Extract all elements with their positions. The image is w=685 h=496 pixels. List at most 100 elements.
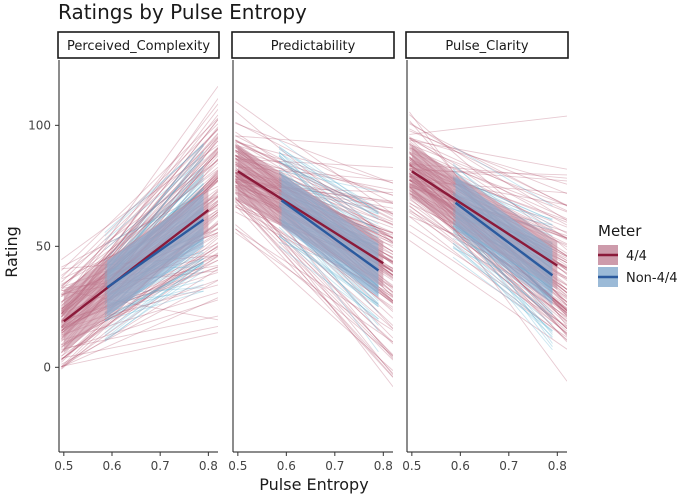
trajectory-line bbox=[278, 173, 379, 225]
trajectory-line bbox=[61, 136, 218, 288]
trajectory-line bbox=[409, 147, 567, 220]
mean-trend-line bbox=[411, 170, 558, 267]
trajectory-line bbox=[278, 233, 379, 305]
facet-strip bbox=[231, 31, 395, 59]
trajectory-line bbox=[452, 221, 553, 339]
trajectory-line bbox=[235, 197, 393, 378]
x-tick-label: 0.7 bbox=[325, 459, 344, 473]
facet-strip-label: Predictability bbox=[271, 39, 356, 54]
trajectory-line bbox=[235, 197, 393, 343]
trajectory-line bbox=[409, 123, 567, 207]
trajectory-line bbox=[452, 234, 553, 333]
trajectory-line bbox=[278, 171, 379, 232]
trajectory-line bbox=[235, 101, 393, 215]
trajectory-line bbox=[278, 139, 379, 214]
trajectory-line bbox=[235, 228, 393, 372]
trajectory-line bbox=[235, 205, 393, 378]
trajectory-line bbox=[61, 129, 218, 291]
trajectory-line bbox=[104, 165, 204, 251]
y-tick-label: 100 bbox=[28, 118, 51, 132]
trajectory-line bbox=[104, 263, 204, 320]
trajectory-line bbox=[409, 114, 567, 251]
trajectory-line bbox=[104, 261, 204, 320]
trajectory-line bbox=[235, 139, 393, 238]
trajectory-line bbox=[104, 261, 204, 322]
trajectory-line bbox=[235, 181, 393, 387]
trajectory-line bbox=[104, 258, 204, 334]
legend-title: Meter bbox=[598, 222, 642, 240]
legend: Meter 4/4 Non-4/4 bbox=[598, 222, 678, 287]
x-tick-label: 0.8 bbox=[374, 459, 393, 473]
legend-item: Non-4/4 bbox=[598, 267, 678, 287]
trajectory-line bbox=[235, 224, 393, 357]
trajectory-line bbox=[61, 128, 218, 283]
trajectory-line bbox=[61, 147, 218, 298]
trajectory-line bbox=[235, 189, 393, 345]
trajectory-line bbox=[61, 332, 218, 367]
trajectory-line bbox=[61, 153, 218, 287]
mean-trend-line bbox=[237, 170, 384, 265]
trajectory-line bbox=[61, 85, 218, 304]
trajectory-line bbox=[452, 256, 553, 332]
trajectory-line bbox=[61, 268, 218, 368]
trajectory-line bbox=[452, 230, 553, 351]
trajectory-line bbox=[409, 137, 567, 212]
trajectory-line bbox=[104, 284, 204, 314]
trajectory-line bbox=[409, 205, 567, 329]
trajectory-line bbox=[278, 160, 379, 219]
trajectory-line bbox=[104, 158, 204, 241]
trajectory-line bbox=[104, 145, 204, 268]
trajectory-line bbox=[452, 146, 553, 207]
x-tick-label: 0.5 bbox=[228, 459, 247, 473]
trajectory-line bbox=[452, 242, 553, 315]
y-tick-label: 50 bbox=[36, 239, 51, 253]
trajectory-line bbox=[409, 208, 567, 334]
trajectory-line bbox=[61, 315, 218, 350]
x-tick-label: 0.6 bbox=[451, 459, 470, 473]
trajectory-line bbox=[235, 110, 393, 244]
trajectory-line bbox=[409, 231, 567, 338]
x-tick-label: 0.5 bbox=[402, 459, 421, 473]
trajectory-line bbox=[235, 199, 393, 308]
trajectory-line bbox=[235, 144, 393, 196]
trajectory-line bbox=[104, 265, 204, 342]
trajectory-line bbox=[235, 192, 393, 330]
trajectory-line bbox=[61, 117, 218, 271]
trajectory-line bbox=[409, 224, 567, 327]
trajectory-line bbox=[61, 299, 218, 351]
trajectory-line bbox=[278, 234, 379, 322]
trajectory-line bbox=[409, 136, 567, 240]
trajectory-line bbox=[409, 197, 567, 335]
facet-panel: Predictability 0.5 0.6 0.7 0.8 bbox=[228, 31, 395, 473]
trajectory-line bbox=[61, 166, 218, 294]
mean-trend-line bbox=[454, 201, 554, 277]
chart-title: Ratings by Pulse Entropy bbox=[58, 0, 307, 24]
trajectory-line bbox=[409, 128, 567, 206]
trajectory-line bbox=[235, 197, 393, 358]
trajectory-line bbox=[235, 139, 393, 221]
trajectory-line bbox=[104, 262, 204, 322]
x-tick-label: 0.6 bbox=[277, 459, 296, 473]
trajectory-line bbox=[409, 115, 567, 135]
trajectory-line bbox=[104, 262, 204, 336]
trajectory-line bbox=[235, 140, 393, 220]
trajectory-line bbox=[61, 255, 218, 368]
trajectory-line bbox=[278, 147, 379, 210]
trajectory-line bbox=[235, 121, 393, 204]
plot-area bbox=[61, 85, 218, 370]
y-tick-label: 0 bbox=[43, 360, 51, 374]
facet-strip bbox=[57, 31, 220, 59]
x-tick-label: 0.7 bbox=[151, 459, 170, 473]
trajectory-line bbox=[104, 290, 204, 322]
trajectory-line bbox=[452, 246, 553, 331]
facet-panels: Perceived_Complexity 0.5 0.6 0.7 0.8 0 50 100 Pr… bbox=[28, 31, 569, 473]
trajectory-line bbox=[278, 246, 379, 320]
trajectory-line bbox=[278, 146, 379, 221]
trajectory-line bbox=[409, 202, 567, 318]
facet-panel: Perceived_Complexity 0.5 0.6 0.7 0.8 0 50 100 bbox=[28, 31, 220, 473]
trajectory-line bbox=[409, 144, 567, 206]
trajectory-line bbox=[278, 170, 379, 192]
trajectory-line bbox=[61, 123, 218, 279]
trajectory-line bbox=[61, 245, 218, 360]
trajectory-line bbox=[452, 225, 553, 320]
